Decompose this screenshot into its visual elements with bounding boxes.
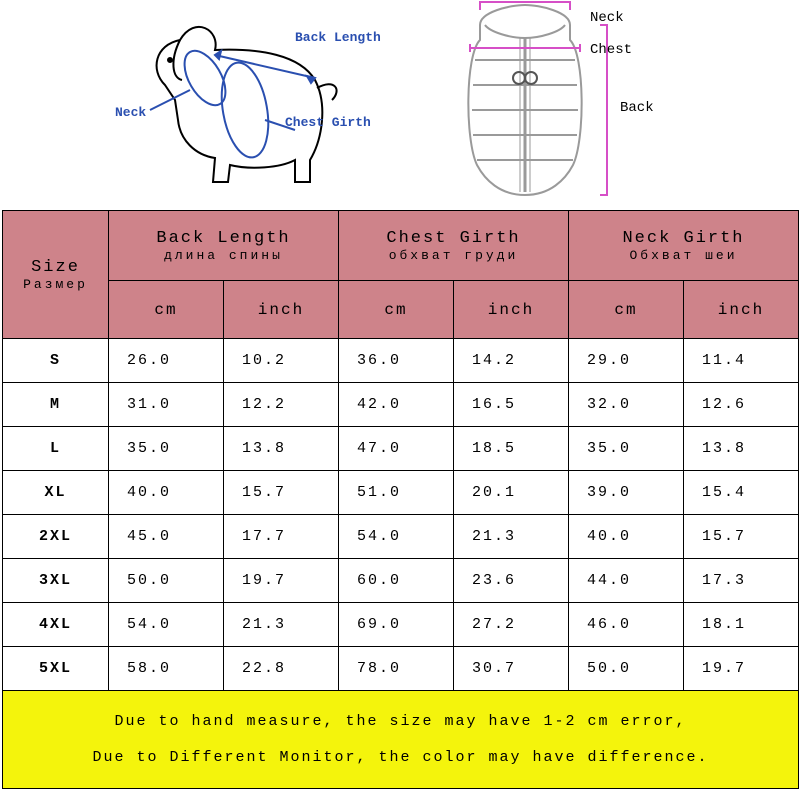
table-row: L35.013.847.018.535.013.8 xyxy=(3,427,799,471)
diagram-area: Back Length Neck Chest Girth xyxy=(0,0,800,210)
value-cell: 29.0 xyxy=(569,339,684,383)
unit-cm: cm xyxy=(569,281,684,339)
note-cell: Due to hand measure, the size may have 1… xyxy=(3,691,799,789)
value-cell: 22.8 xyxy=(224,647,339,691)
value-cell: 21.3 xyxy=(224,603,339,647)
value-cell: 40.0 xyxy=(109,471,224,515)
dog-label-back: Back Length xyxy=(295,30,381,45)
vest-diagram xyxy=(435,0,695,210)
note-line1: Due to hand measure, the size may have 1… xyxy=(3,704,798,740)
size-table: Size Размер Back Length длина спины Ches… xyxy=(2,210,799,789)
value-cell: 13.8 xyxy=(684,427,799,471)
vest-label-neck: Neck xyxy=(590,10,624,26)
value-cell: 51.0 xyxy=(339,471,454,515)
value-cell: 78.0 xyxy=(339,647,454,691)
unit-inch: inch xyxy=(454,281,569,339)
unit-cm: cm xyxy=(339,281,454,339)
size-cell: 2XL xyxy=(3,515,109,559)
value-cell: 21.3 xyxy=(454,515,569,559)
size-cell: S xyxy=(3,339,109,383)
size-table-body: S26.010.236.014.229.011.4M31.012.242.016… xyxy=(3,339,799,691)
table-row: XL40.015.751.020.139.015.4 xyxy=(3,471,799,515)
value-cell: 19.7 xyxy=(684,647,799,691)
value-cell: 19.7 xyxy=(224,559,339,603)
value-cell: 58.0 xyxy=(109,647,224,691)
header-size-sub: Размер xyxy=(3,277,108,292)
value-cell: 69.0 xyxy=(339,603,454,647)
size-cell: XL xyxy=(3,471,109,515)
value-cell: 54.0 xyxy=(339,515,454,559)
unit-inch: inch xyxy=(224,281,339,339)
header-neck: Neck Girth Обхват шеи xyxy=(569,211,799,281)
value-cell: 17.3 xyxy=(684,559,799,603)
value-cell: 15.7 xyxy=(684,515,799,559)
unit-inch: inch xyxy=(684,281,799,339)
header-chest: Chest Girth обхват груди xyxy=(339,211,569,281)
value-cell: 13.8 xyxy=(224,427,339,471)
header-back: Back Length длина спины xyxy=(109,211,339,281)
unit-cm: cm xyxy=(109,281,224,339)
value-cell: 36.0 xyxy=(339,339,454,383)
value-cell: 11.4 xyxy=(684,339,799,383)
value-cell: 50.0 xyxy=(569,647,684,691)
vest-label-chest: Chest xyxy=(590,42,632,58)
value-cell: 47.0 xyxy=(339,427,454,471)
value-cell: 46.0 xyxy=(569,603,684,647)
value-cell: 12.6 xyxy=(684,383,799,427)
value-cell: 15.7 xyxy=(224,471,339,515)
value-cell: 40.0 xyxy=(569,515,684,559)
value-cell: 16.5 xyxy=(454,383,569,427)
value-cell: 50.0 xyxy=(109,559,224,603)
dog-label-chest: Chest Girth xyxy=(285,115,371,130)
header-back-sub: длина спины xyxy=(109,248,338,263)
value-cell: 39.0 xyxy=(569,471,684,515)
value-cell: 31.0 xyxy=(109,383,224,427)
value-cell: 12.2 xyxy=(224,383,339,427)
header-size: Size Размер xyxy=(3,211,109,339)
value-cell: 20.1 xyxy=(454,471,569,515)
header-chest-sub: обхват груди xyxy=(339,248,568,263)
value-cell: 30.7 xyxy=(454,647,569,691)
table-row: M31.012.242.016.532.012.6 xyxy=(3,383,799,427)
value-cell: 18.1 xyxy=(684,603,799,647)
value-cell: 10.2 xyxy=(224,339,339,383)
size-cell: 5XL xyxy=(3,647,109,691)
value-cell: 27.2 xyxy=(454,603,569,647)
value-cell: 23.6 xyxy=(454,559,569,603)
value-cell: 42.0 xyxy=(339,383,454,427)
value-cell: 18.5 xyxy=(454,427,569,471)
header-chest-main: Chest Girth xyxy=(339,229,568,248)
value-cell: 14.2 xyxy=(454,339,569,383)
table-row: 5XL58.022.878.030.750.019.7 xyxy=(3,647,799,691)
value-cell: 44.0 xyxy=(569,559,684,603)
value-cell: 35.0 xyxy=(569,427,684,471)
table-row: 2XL45.017.754.021.340.015.7 xyxy=(3,515,799,559)
dog-label-neck: Neck xyxy=(115,105,146,120)
value-cell: 32.0 xyxy=(569,383,684,427)
value-cell: 15.4 xyxy=(684,471,799,515)
value-cell: 54.0 xyxy=(109,603,224,647)
header-neck-sub: Обхват шеи xyxy=(569,248,798,263)
vest-label-back: Back xyxy=(620,100,654,116)
table-row: 3XL50.019.760.023.644.017.3 xyxy=(3,559,799,603)
table-row: 4XL54.021.369.027.246.018.1 xyxy=(3,603,799,647)
value-cell: 17.7 xyxy=(224,515,339,559)
value-cell: 35.0 xyxy=(109,427,224,471)
value-cell: 26.0 xyxy=(109,339,224,383)
value-cell: 45.0 xyxy=(109,515,224,559)
size-cell: L xyxy=(3,427,109,471)
header-size-main: Size xyxy=(3,258,108,277)
table-row: S26.010.236.014.229.011.4 xyxy=(3,339,799,383)
size-table-head: Size Размер Back Length длина спины Ches… xyxy=(3,211,799,339)
header-back-main: Back Length xyxy=(109,229,338,248)
size-cell: 4XL xyxy=(3,603,109,647)
size-cell: M xyxy=(3,383,109,427)
note-line2: Due to Different Monitor, the color may … xyxy=(3,740,798,776)
size-cell: 3XL xyxy=(3,559,109,603)
value-cell: 60.0 xyxy=(339,559,454,603)
header-neck-main: Neck Girth xyxy=(569,229,798,248)
